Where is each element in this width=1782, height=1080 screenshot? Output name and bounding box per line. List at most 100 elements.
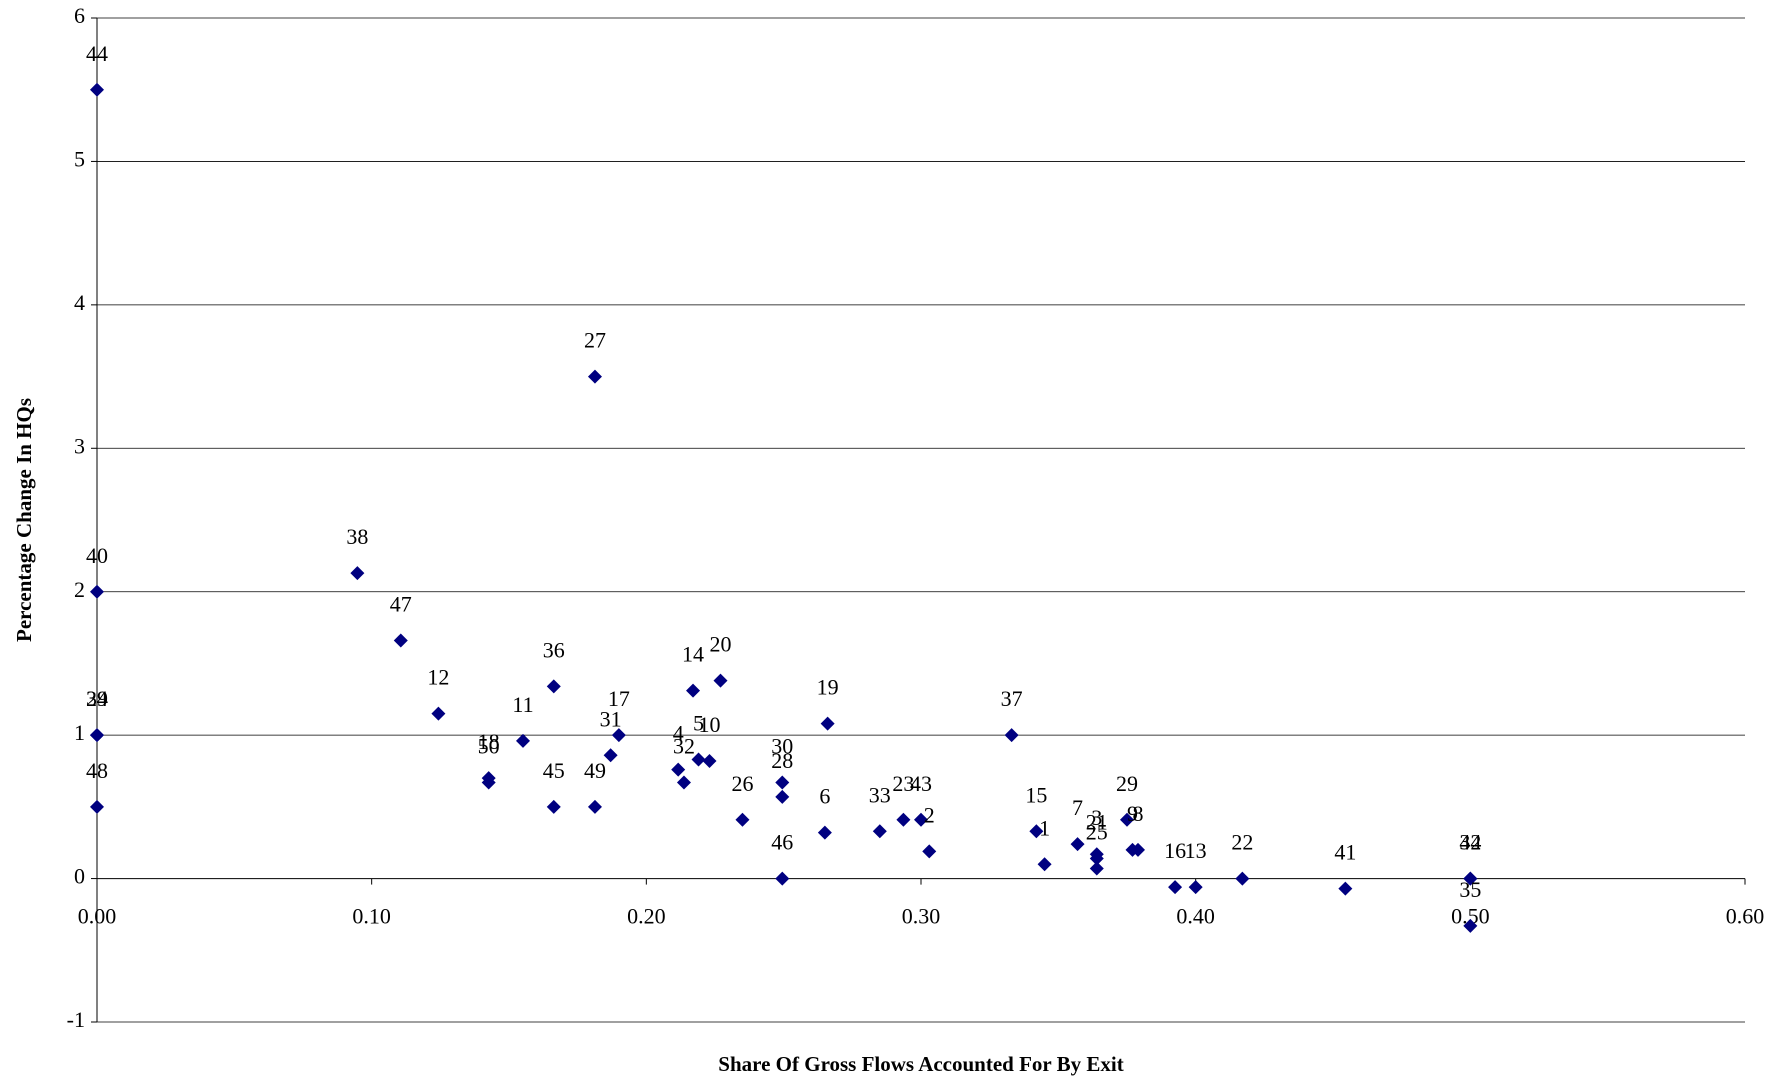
point-label: 9 [1127, 801, 1138, 826]
point-label: 32 [673, 734, 695, 759]
y-tick-label: 6 [74, 3, 85, 28]
point-label: 3 [1091, 805, 1102, 830]
y-tick-label: 5 [74, 146, 85, 171]
point-label: 48 [86, 758, 108, 783]
point-label: 36 [543, 637, 565, 662]
point-label: 44 [86, 41, 108, 66]
x-axis-title: Share Of Gross Flows Accounted For By Ex… [718, 1052, 1123, 1076]
point-label: 8 [1132, 801, 1143, 826]
point-label: 26 [731, 771, 753, 796]
point [1004, 728, 1019, 743]
x-tick-label: 0.60 [1726, 904, 1765, 929]
point [1089, 861, 1104, 876]
point [546, 799, 561, 814]
point-label: 18 [478, 729, 500, 754]
x-tick-label: 0.30 [902, 904, 941, 929]
point-label: 21 [1086, 810, 1108, 835]
point-label: 37 [1001, 686, 1023, 711]
point-label: 49 [584, 758, 606, 783]
x-tick-label: 0.40 [1176, 904, 1215, 929]
point-label: 41 [1334, 840, 1356, 865]
point-label: 40 [86, 543, 108, 568]
point [1070, 837, 1085, 852]
point-label: 38 [346, 524, 368, 549]
point [350, 566, 365, 581]
point-label: 35 [1459, 877, 1481, 902]
point-label: 10 [699, 712, 721, 737]
point [481, 775, 496, 790]
point-label: 14 [682, 642, 704, 667]
point [393, 633, 408, 648]
point-label: 1 [1039, 815, 1050, 840]
point-label: 23 [892, 771, 914, 796]
point-label: 47 [390, 592, 412, 617]
point [1463, 918, 1478, 933]
point [820, 716, 835, 731]
point [90, 799, 104, 814]
point [686, 683, 701, 698]
point-label: 5 [693, 711, 704, 736]
point-label: 12 [427, 665, 449, 690]
point [922, 844, 937, 859]
point-label: 11 [512, 692, 533, 717]
point-label: 2 [924, 802, 935, 827]
point [516, 733, 531, 748]
y-tick-label: 1 [74, 720, 85, 745]
point-label: 30 [771, 734, 793, 759]
point [1463, 871, 1478, 886]
point [676, 775, 691, 790]
point-label: 4 [673, 721, 684, 746]
point-label: 16 [1164, 838, 1186, 863]
point-label: 45 [543, 758, 565, 783]
point [872, 824, 887, 839]
point [914, 812, 928, 827]
point [1037, 857, 1052, 872]
point [1188, 880, 1203, 895]
y-tick-label: 3 [74, 433, 85, 458]
point [587, 799, 602, 814]
point [431, 706, 446, 721]
point-label: 31 [600, 706, 622, 731]
point [1338, 881, 1353, 896]
point [546, 679, 561, 694]
point [775, 775, 790, 790]
point [702, 753, 717, 768]
point [735, 812, 750, 827]
point-label: 15 [1025, 782, 1047, 807]
y-axis-title: Percentage Change In HQs [12, 398, 36, 642]
point [90, 82, 104, 97]
point [1120, 812, 1134, 827]
point-label: 33 [869, 782, 891, 807]
y-tick-label: 2 [74, 577, 85, 602]
point-label: 25 [1086, 820, 1108, 845]
point [1168, 880, 1183, 895]
point-label: 50 [478, 734, 500, 759]
point [896, 812, 911, 827]
point-label: 28 [771, 748, 793, 773]
point [817, 825, 832, 840]
point [587, 369, 602, 384]
y-tick-label: 4 [74, 290, 85, 315]
point [1235, 871, 1250, 886]
point [713, 673, 728, 688]
point [1130, 842, 1145, 857]
point [691, 752, 706, 767]
point-label: 34 [1459, 830, 1481, 855]
point-label: 20 [709, 632, 731, 657]
y-tick-label: -1 [67, 1007, 85, 1032]
point-label: 6 [819, 784, 830, 809]
point-label: 19 [817, 675, 839, 700]
point [1029, 824, 1044, 839]
y-tick-label: 0 [74, 864, 85, 889]
point-label: 46 [771, 830, 793, 855]
point-label: 42 [1459, 830, 1481, 855]
x-tick-label: 0.10 [352, 904, 391, 929]
point [90, 584, 104, 599]
point-label: 27 [584, 328, 606, 353]
point-label: 13 [1185, 838, 1207, 863]
point-label: 39 [86, 686, 108, 711]
point [775, 789, 790, 804]
point [775, 871, 790, 886]
x-tick-label: 0.20 [627, 904, 666, 929]
